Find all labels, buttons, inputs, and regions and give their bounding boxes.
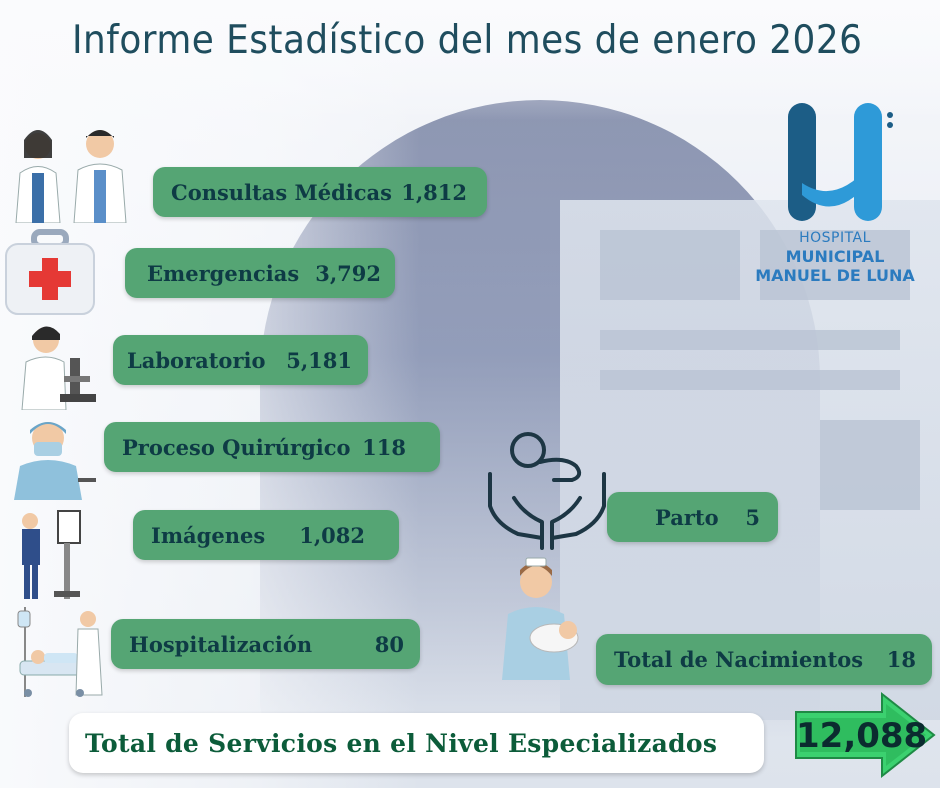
xray-technician-icon xyxy=(22,510,81,599)
stat-consultas-medicas: Consultas Médicas 1,812 xyxy=(153,167,487,217)
surgeon-icon xyxy=(14,422,96,500)
mother-nursing-icon xyxy=(502,557,579,680)
doctors-icon xyxy=(15,130,127,223)
baby-in-hands-icon xyxy=(488,432,606,550)
first-aid-kit-icon xyxy=(5,229,95,315)
stat-value: 1,082 xyxy=(299,522,365,548)
stat-hospitalizacion: Hospitalización 80 xyxy=(111,619,420,669)
microscope-scientist-icon xyxy=(21,326,96,410)
total-services-label: Total de Servicios en el Nivel Especiali… xyxy=(85,728,718,758)
stat-label: Emergencias xyxy=(147,260,300,286)
stat-value: 3,792 xyxy=(315,260,381,286)
stat-parto: Parto 5 xyxy=(607,492,778,542)
logo-line-1: MUNICIPAL xyxy=(785,247,885,266)
stat-emergencias: Emergencias 3,792 xyxy=(125,248,395,298)
total-services-box: Total de Servicios en el Nivel Especiali… xyxy=(69,713,764,773)
stat-value: 80 xyxy=(374,631,404,657)
stat-imagenes: Imágenes 1,082 xyxy=(133,510,399,560)
stat-value: 1,812 xyxy=(401,179,467,205)
stat-value: 5,181 xyxy=(286,347,352,373)
stat-label: Laboratorio xyxy=(127,347,266,373)
stat-label: Consultas Médicas xyxy=(171,179,392,205)
stat-proceso-quirurgico: Proceso Quirúrgico 118 xyxy=(104,422,440,472)
stat-value: 118 xyxy=(362,434,406,460)
page-title: Informe Estadístico del mes de enero 202… xyxy=(72,18,863,63)
arrow-right-icon xyxy=(795,691,936,779)
hospital-logo-icon xyxy=(788,103,893,221)
stat-laboratorio: Laboratorio 5,181 xyxy=(113,335,368,385)
total-services-value: 12,088 xyxy=(796,716,928,756)
logo-subtitle: HOSPITAL xyxy=(799,230,871,246)
stat-label: Total de Nacimientos xyxy=(614,647,864,672)
stat-total-nacimientos: Total de Nacimientos 18 xyxy=(596,634,932,685)
stat-label: Proceso Quirúrgico xyxy=(122,434,351,460)
hospital-bed-icon xyxy=(17,607,103,697)
stat-label: Imágenes xyxy=(151,522,266,548)
stat-label: Hospitalización xyxy=(129,631,313,657)
logo-line-2: MANUEL DE LUNA xyxy=(755,266,915,285)
stat-label: Parto xyxy=(655,504,719,530)
stat-value: 18 xyxy=(886,647,916,672)
stat-value: 5 xyxy=(745,504,760,530)
